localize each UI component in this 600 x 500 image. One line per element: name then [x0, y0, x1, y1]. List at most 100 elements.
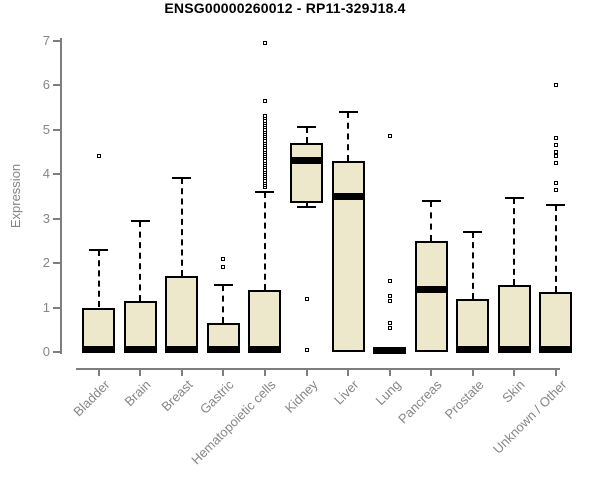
x-axis-line: [76, 368, 560, 370]
y-tick-label: 3: [42, 210, 50, 226]
outlier-lung: [387, 321, 392, 326]
y-tick-label: 2: [42, 255, 50, 270]
x-tick: [430, 370, 433, 376]
outlier-unknown-other: [553, 187, 558, 192]
x-tick: [222, 370, 225, 376]
box-kidney: [290, 142, 323, 203]
whisker-upper-prostate: [471, 231, 474, 299]
box-hematopoietic-cells: [248, 289, 282, 352]
whisker-cap-upper-unknown-other: [546, 204, 566, 207]
median-lung: [373, 347, 407, 355]
chart-title: ENSG00000260012 - RP11-329J18.4: [164, 0, 406, 16]
whisker-upper-kidney: [305, 127, 308, 143]
x-tick: [180, 370, 183, 376]
y-tick: [53, 262, 60, 264]
y-tick: [53, 351, 60, 353]
outlier-lung: [387, 134, 392, 139]
whisker-upper-brain: [139, 220, 142, 301]
median-bladder: [82, 346, 116, 354]
y-tick-label: 0: [42, 344, 50, 359]
x-tick: [554, 370, 557, 376]
x-tick: [388, 370, 391, 376]
box-bladder: [82, 307, 116, 352]
box-unknown-other: [539, 291, 573, 352]
whisker-cap-upper-skin: [504, 197, 524, 200]
outlier-unknown-other: [553, 180, 558, 185]
whisker-cap-upper-kidney: [297, 126, 316, 129]
median-skin: [497, 346, 531, 354]
outlier-lung: [387, 278, 392, 283]
median-liver: [331, 192, 365, 200]
whisker-cap-upper-prostate: [463, 230, 483, 233]
whisker-cap-upper-gastric: [213, 284, 233, 287]
median-hematopoietic-cells: [248, 346, 282, 354]
y-tick-label: 4: [42, 166, 50, 181]
outlier-unknown-other: [553, 160, 558, 165]
median-gastric: [206, 346, 240, 354]
box-liver: [331, 160, 365, 352]
outlier-unknown-other: [553, 149, 558, 154]
whisker-upper-unknown-other: [554, 205, 557, 292]
y-tick: [53, 306, 60, 309]
outlier-gastric: [221, 256, 226, 261]
y-tick: [53, 173, 60, 175]
whisker-upper-gastric: [222, 285, 225, 324]
outlier-hematopoietic-cells: [262, 114, 267, 119]
whisker-upper-pancreas: [430, 200, 433, 241]
median-pancreas: [414, 286, 448, 294]
whisker-cap-lower-kidney: [297, 206, 316, 209]
x-tick: [97, 370, 100, 376]
outlier-gastric: [221, 265, 226, 270]
whisker-cap-upper-pancreas: [421, 199, 441, 202]
whisker-cap-upper-brain: [130, 219, 150, 222]
outlier-unknown-other: [553, 83, 558, 87]
outlier-kidney: [304, 296, 309, 301]
outlier-lung: [387, 294, 392, 299]
outlier-unknown-other: [553, 136, 558, 141]
x-tick: [139, 370, 142, 376]
box-breast: [165, 276, 199, 352]
whisker-upper-skin: [513, 198, 516, 286]
whisker-lower-kidney: [305, 202, 308, 208]
box-pancreas: [414, 240, 448, 352]
y-tick: [53, 217, 60, 220]
whisker-upper-bladder: [97, 249, 100, 308]
y-tick: [53, 84, 60, 86]
whisker-upper-liver: [347, 111, 350, 161]
y-tick: [53, 128, 60, 131]
box-brain: [123, 300, 157, 352]
y-tick-label: 1: [42, 299, 50, 315]
whisker-cap-upper-liver: [338, 110, 358, 113]
x-tick: [263, 370, 266, 376]
x-tick: [513, 370, 516, 376]
box-skin: [497, 285, 531, 352]
outlier-unknown-other: [553, 143, 558, 148]
median-kidney: [290, 157, 323, 165]
y-tick-label: 7: [42, 32, 50, 48]
box-prostate: [456, 298, 490, 352]
outlier-bladder: [96, 154, 101, 159]
outlier-unknown-other: [553, 154, 558, 159]
x-tick: [471, 370, 474, 376]
outlier-hematopoietic-cells: [262, 40, 267, 45]
y-axis-line: [60, 38, 62, 354]
y-axis-label: Expression: [8, 163, 23, 229]
x-tick: [305, 370, 308, 376]
median-prostate: [456, 346, 490, 354]
outlier-lung: [387, 298, 392, 303]
whisker-cap-upper-bladder: [89, 248, 109, 251]
outlier-kidney: [304, 347, 309, 352]
y-tick-label: 5: [42, 121, 50, 137]
median-breast: [165, 346, 199, 354]
y-tick-label: 6: [42, 77, 50, 92]
y-tick: [53, 39, 60, 42]
whisker-cap-upper-hematopoietic-cells: [255, 190, 275, 193]
median-brain: [123, 346, 157, 354]
x-tick: [347, 370, 350, 376]
whisker-upper-breast: [180, 178, 183, 277]
whisker-upper-hematopoietic-cells: [263, 191, 266, 290]
outlier-hematopoietic-cells: [262, 98, 267, 103]
median-unknown-other: [539, 346, 573, 354]
whisker-cap-upper-breast: [172, 177, 192, 180]
